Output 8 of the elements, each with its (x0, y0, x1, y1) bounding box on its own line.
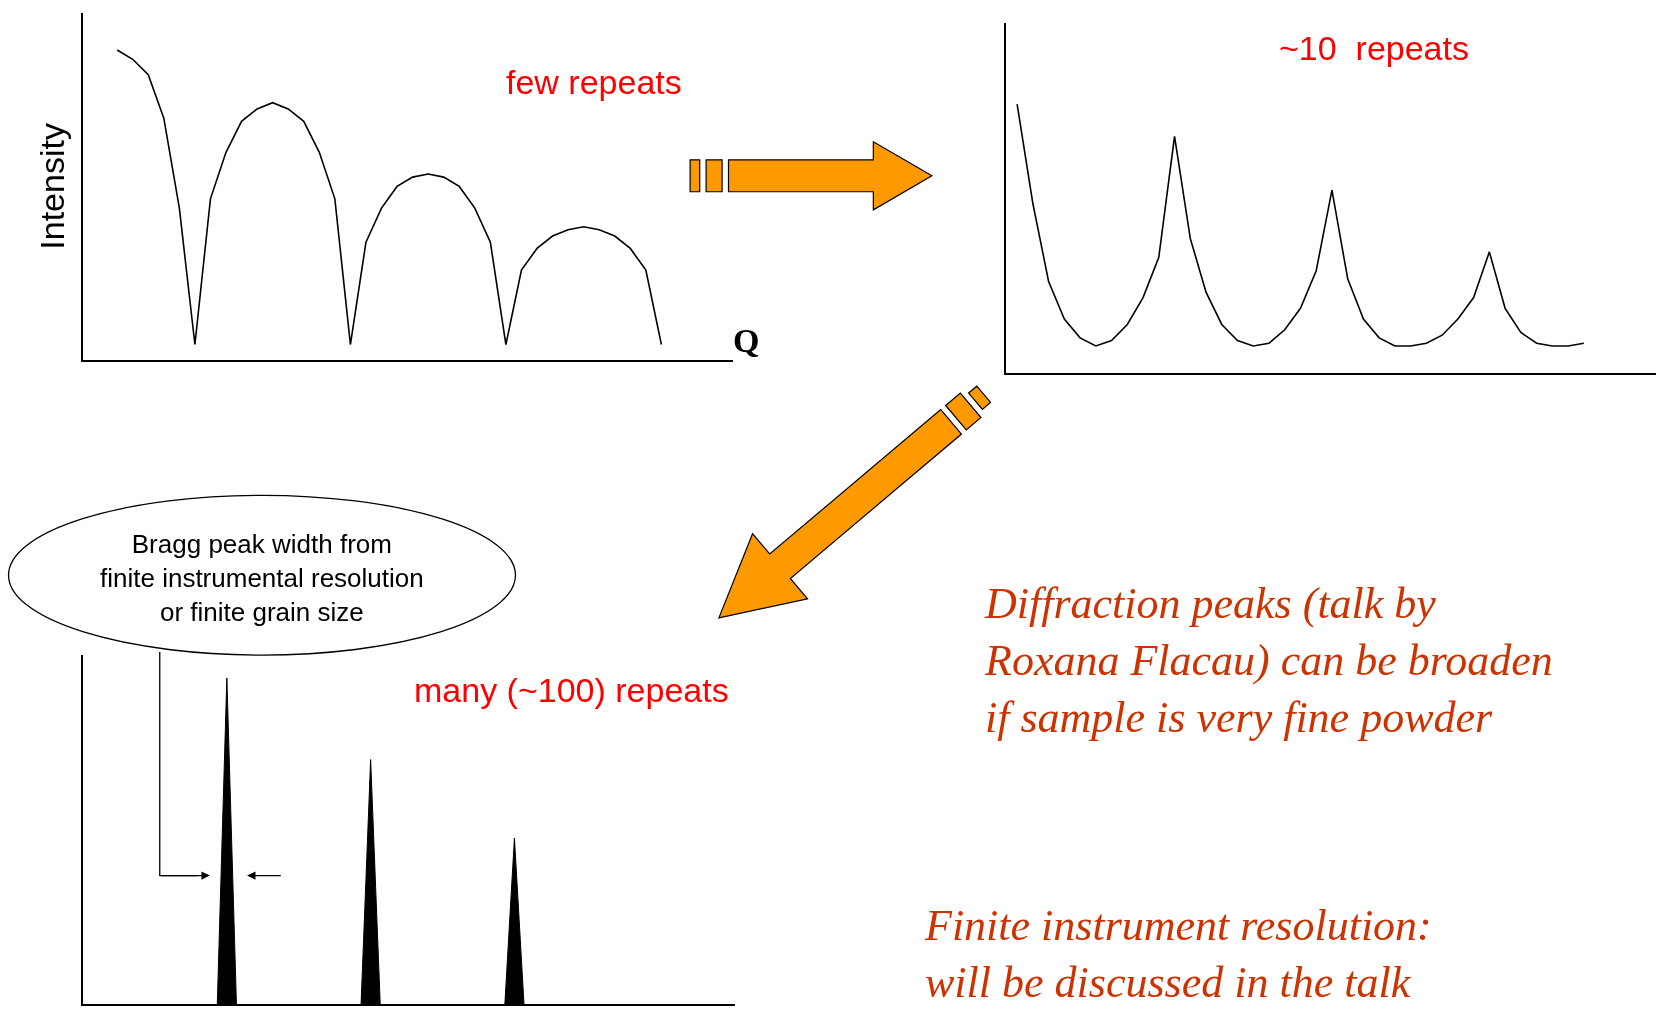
x-axis-title: Q (733, 322, 760, 359)
text: Bragg peak width from finite instrumental resolution or finite grain size (100, 529, 424, 627)
chart-title: many (~100) repeats (414, 671, 729, 709)
text: Diffraction peaks (talk by Roxana Flacau) can be broaden if sample is very fine powder (984, 579, 1553, 743)
text: Finite instrument resolution: will be discussed in the talk (924, 901, 1432, 1008)
chart-title: few repeats (506, 63, 682, 101)
y-axis-title: Intensity (33, 123, 72, 250)
chart-title: ~10 repeats (1279, 29, 1469, 67)
